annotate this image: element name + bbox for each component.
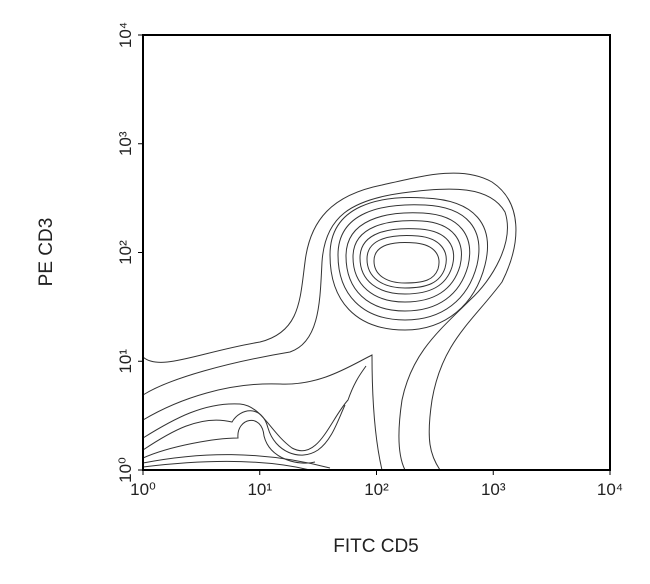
x-tick-label: 10⁴ xyxy=(597,480,623,499)
contour-line xyxy=(142,365,367,452)
x-axis-title: FITC CD5 xyxy=(333,536,419,557)
x-tick-label: 10² xyxy=(364,480,389,499)
contour-line xyxy=(366,235,447,289)
y-axis-title: PE CD3 xyxy=(36,218,57,287)
contour-line xyxy=(345,212,471,312)
contour-line xyxy=(142,460,311,471)
contour-line xyxy=(142,454,331,469)
contour-line xyxy=(352,220,462,303)
contour-line xyxy=(142,354,383,471)
contour-line xyxy=(373,242,440,284)
contour-line xyxy=(329,197,488,331)
y-tick-label: 10² xyxy=(116,240,135,265)
contour-line xyxy=(142,419,316,464)
x-tick-label: 10¹ xyxy=(247,480,272,499)
y-tick-label: 10⁴ xyxy=(116,22,135,48)
y-tick-label: 10¹ xyxy=(116,349,135,374)
x-tick-label: 10⁰ xyxy=(130,480,156,499)
contour-line xyxy=(359,228,454,295)
y-tick-label: 10³ xyxy=(116,131,135,156)
contour-line xyxy=(142,404,346,456)
contour-plot xyxy=(142,172,517,471)
contour-line xyxy=(142,172,517,471)
y-tick-label: 10⁰ xyxy=(116,457,135,483)
contour-line xyxy=(337,204,480,321)
contour-line xyxy=(142,188,508,471)
x-tick-label: 10³ xyxy=(481,480,506,499)
